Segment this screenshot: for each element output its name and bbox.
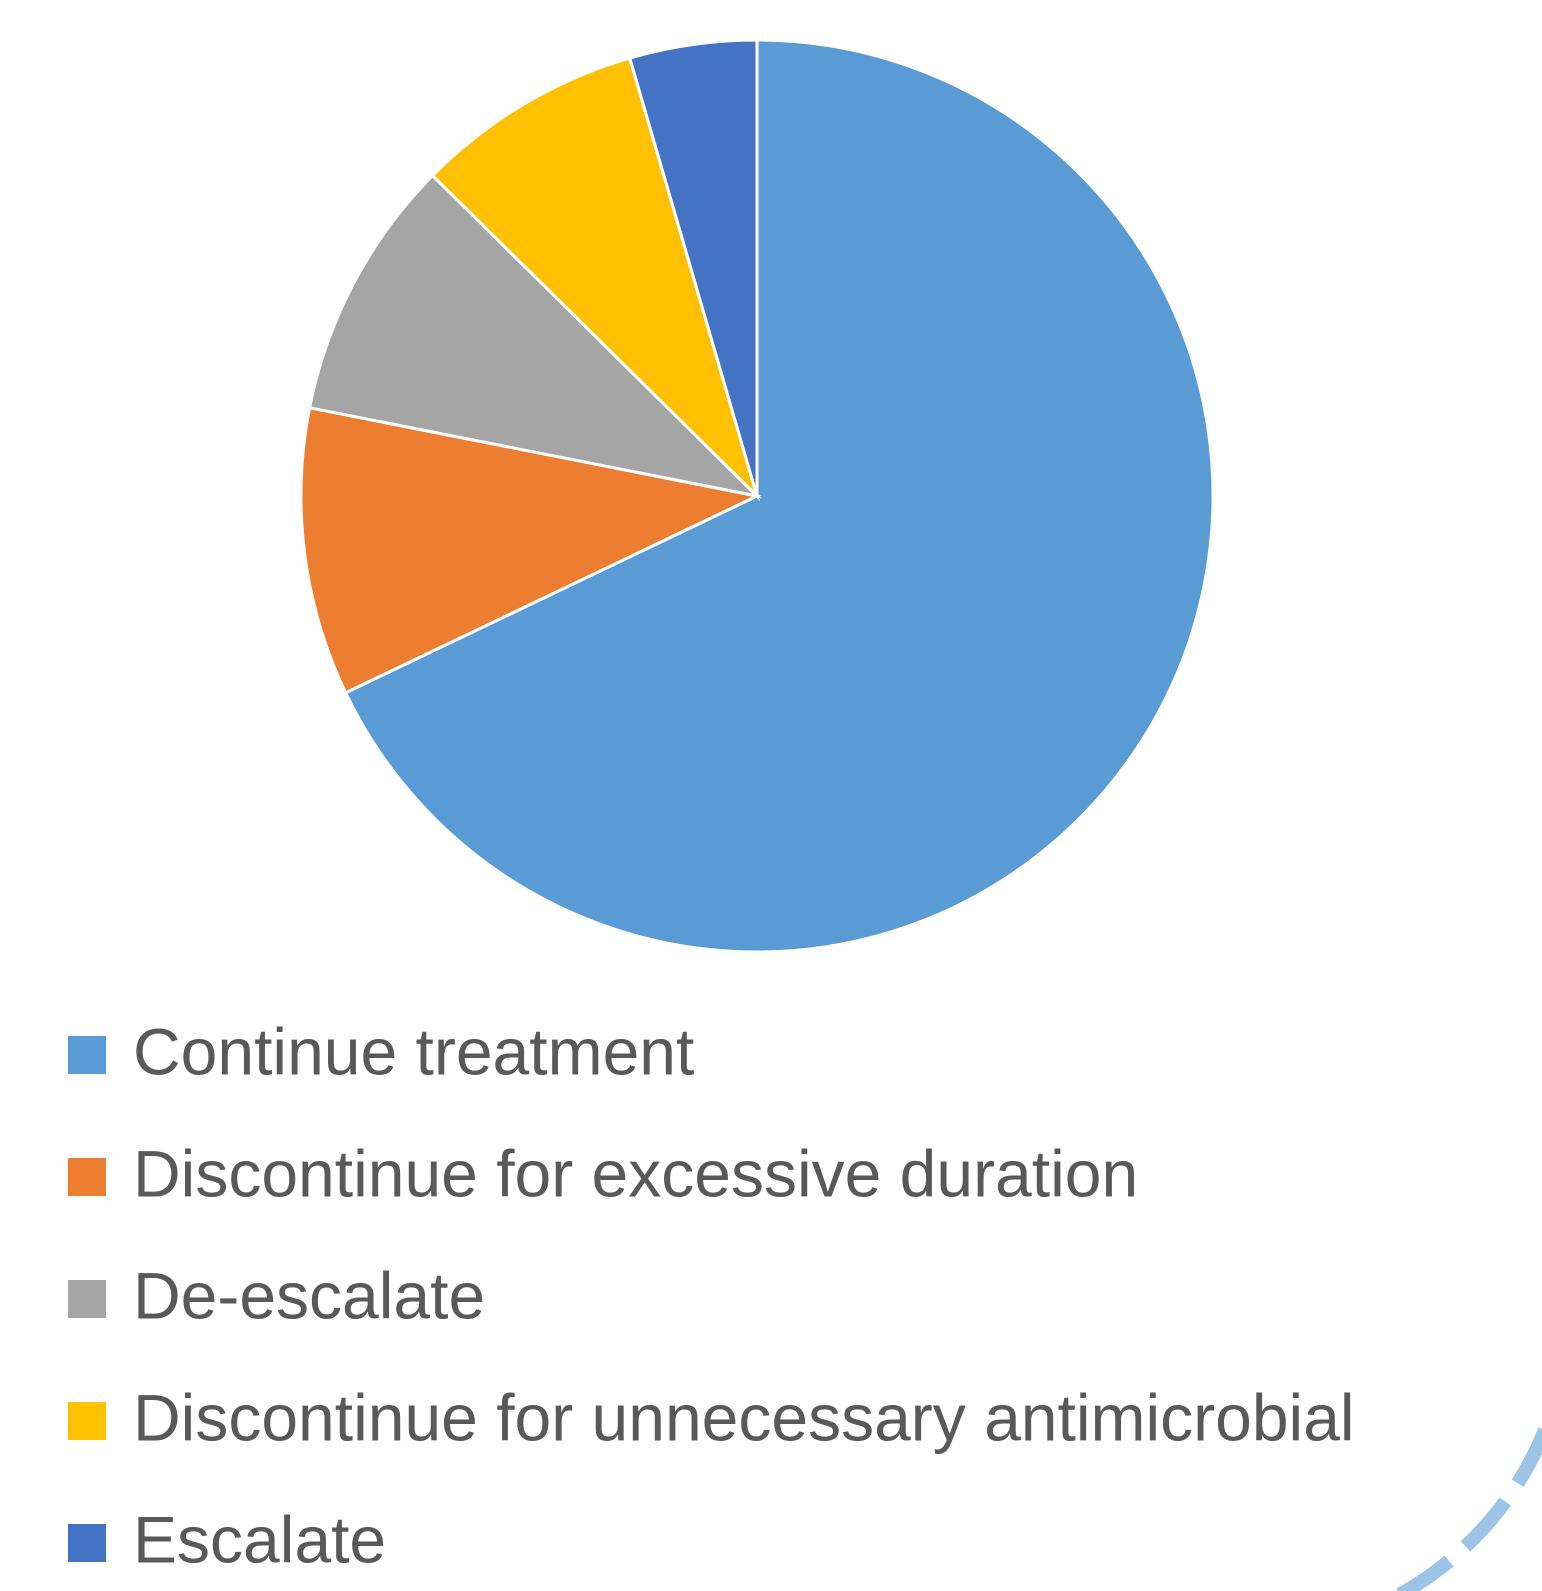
legend-label: Discontinue for unnecessary antimicrobia… — [133, 1380, 1355, 1454]
pie-slice — [307, 173, 762, 499]
legend-label: Continue treatment — [133, 1014, 694, 1088]
legend-label: Discontinue for excessive duration — [133, 1136, 1138, 1210]
legend-label: Escalate — [133, 1502, 386, 1576]
pie-slice — [299, 405, 762, 695]
decoration-arc — [1391, 1427, 1542, 1591]
legend-swatch — [68, 1036, 106, 1074]
legend-swatch — [68, 1158, 106, 1196]
legend-swatch — [68, 1280, 106, 1318]
legend-swatch — [68, 1524, 106, 1562]
pie-slice — [343, 38, 1215, 954]
legend-swatch — [68, 1402, 106, 1440]
pie-slice — [430, 56, 761, 502]
legend-label: De-escalate — [133, 1258, 485, 1332]
pie-slice — [627, 38, 759, 497]
